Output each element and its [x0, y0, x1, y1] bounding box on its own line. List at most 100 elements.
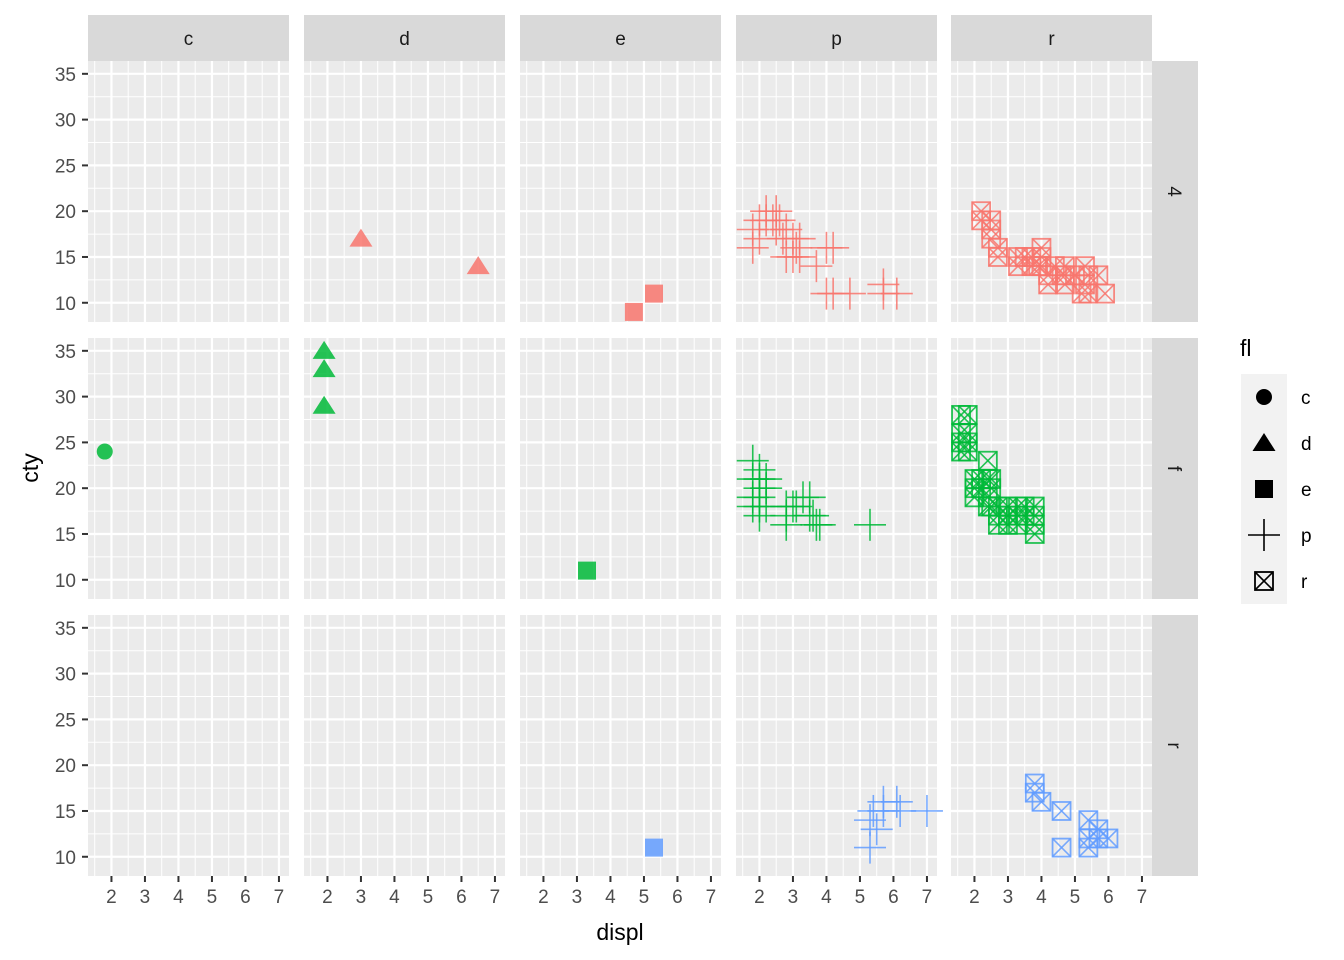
strip-background [736, 15, 937, 61]
x-tick-label: 7 [922, 887, 933, 908]
x-tick-label: 7 [706, 887, 717, 908]
y-tick-label: 30 [55, 665, 76, 686]
column-strip-r: r [951, 15, 1152, 61]
legend-entry-e: e [1241, 466, 1312, 512]
x-tick-label: 2 [322, 887, 333, 908]
y-tick-label: 20 [55, 479, 76, 500]
x-tick-label: 4 [389, 887, 400, 908]
data-point [578, 561, 596, 580]
legend-label: c [1301, 388, 1311, 409]
strip-background [951, 15, 1152, 61]
strip-background [304, 15, 505, 61]
data-point [645, 838, 663, 857]
data-point [854, 804, 886, 837]
facet-panel-r-f [951, 338, 1152, 599]
panel-background [520, 61, 721, 322]
data-point [645, 284, 663, 303]
data-point [910, 794, 943, 827]
legend: fl c d e p r [1240, 335, 1312, 604]
y-tick-label: 25 [55, 433, 76, 454]
data-point [880, 785, 913, 818]
legend-entry-d: d [1241, 420, 1312, 466]
panel-background [951, 338, 1152, 599]
data-point [349, 228, 373, 247]
row-strips: 4 f r [1152, 61, 1198, 876]
column-strip-p: p [736, 15, 937, 61]
x-tick-label: 2 [969, 887, 980, 908]
data-point [988, 247, 1008, 267]
data-point [312, 340, 336, 359]
panel-background [951, 615, 1152, 876]
x-axis-title: displ [596, 919, 643, 945]
facet-panel-c-4 [88, 61, 289, 322]
y-tick-label: 35 [55, 342, 76, 363]
facet-panel-d-f [304, 338, 505, 599]
data-point [1098, 828, 1119, 849]
column-strip-label: e [615, 29, 626, 50]
facet-panel-e-f [520, 338, 721, 599]
x-tick-label: 7 [274, 887, 285, 908]
panel-background [736, 338, 937, 599]
facet-panel-c-f [88, 338, 289, 599]
facet-panel-c-r [88, 615, 289, 876]
facet-panel-e-4 [520, 61, 721, 322]
legend-key-triangle [1252, 433, 1276, 451]
y-axis-title: cty [17, 453, 43, 483]
x-tick-label: 6 [888, 887, 899, 908]
legend-title: fl [1240, 335, 1252, 361]
data-point [780, 490, 813, 523]
data-point [1051, 801, 1072, 821]
data-point [880, 277, 913, 310]
data-point [800, 250, 833, 283]
row-strip-label: f [1163, 466, 1184, 472]
panel-background [88, 61, 289, 322]
data-point [783, 240, 816, 273]
column-strip-label: c [184, 29, 194, 50]
facet-panel-e-r [520, 615, 721, 876]
legend-key-circle [1256, 389, 1272, 405]
data-point [854, 508, 886, 541]
panel-background [88, 338, 289, 599]
data-points [96, 195, 1119, 864]
facet-panel-p-f [736, 338, 937, 599]
data-point [96, 443, 113, 460]
x-tick-label: 4 [173, 887, 184, 908]
row-strip-label: r [1163, 742, 1184, 749]
x-tick-label: 5 [1070, 887, 1081, 908]
legend-label: r [1301, 572, 1308, 593]
panel-background [520, 615, 721, 876]
y-tick-label: 15 [55, 525, 76, 546]
row-strip-4: 4 [1152, 61, 1198, 322]
x-tick-label: 6 [672, 887, 683, 908]
panel-background [951, 61, 1152, 322]
column-strip-c: c [88, 15, 289, 61]
x-axes: 2 3 4 5 6 7 2 3 4 5 6 7 2 3 4 5 6 7 2 3 4 5 6 7 2 3 4 5 6 7 [106, 876, 1147, 908]
y-tick-label: 30 [55, 388, 76, 409]
strip-background [1152, 615, 1198, 876]
legend-label: p [1301, 526, 1312, 547]
panel-background [304, 615, 505, 876]
y-tick-label: 25 [55, 710, 76, 731]
data-point [854, 831, 886, 864]
x-tick-label: 4 [821, 887, 832, 908]
column-strip-label: p [831, 29, 842, 50]
data-point [312, 395, 336, 414]
column-strip-label: r [1048, 29, 1055, 50]
row-strip-r: r [1152, 615, 1198, 876]
x-tick-label: 3 [1003, 887, 1014, 908]
strip-background [88, 15, 289, 61]
data-point [1078, 283, 1099, 304]
data-point [1051, 837, 1072, 858]
data-point [957, 441, 978, 462]
facet-panel-d-4 [304, 61, 505, 322]
x-tick-label: 5 [207, 887, 218, 908]
panel-background [304, 338, 505, 599]
x-tick-label: 2 [754, 887, 765, 908]
x-tick-label: 6 [240, 887, 251, 908]
data-point [803, 508, 836, 541]
x-tick-label: 3 [356, 887, 367, 908]
data-point [770, 213, 803, 246]
x-tick-label: 4 [605, 887, 616, 908]
